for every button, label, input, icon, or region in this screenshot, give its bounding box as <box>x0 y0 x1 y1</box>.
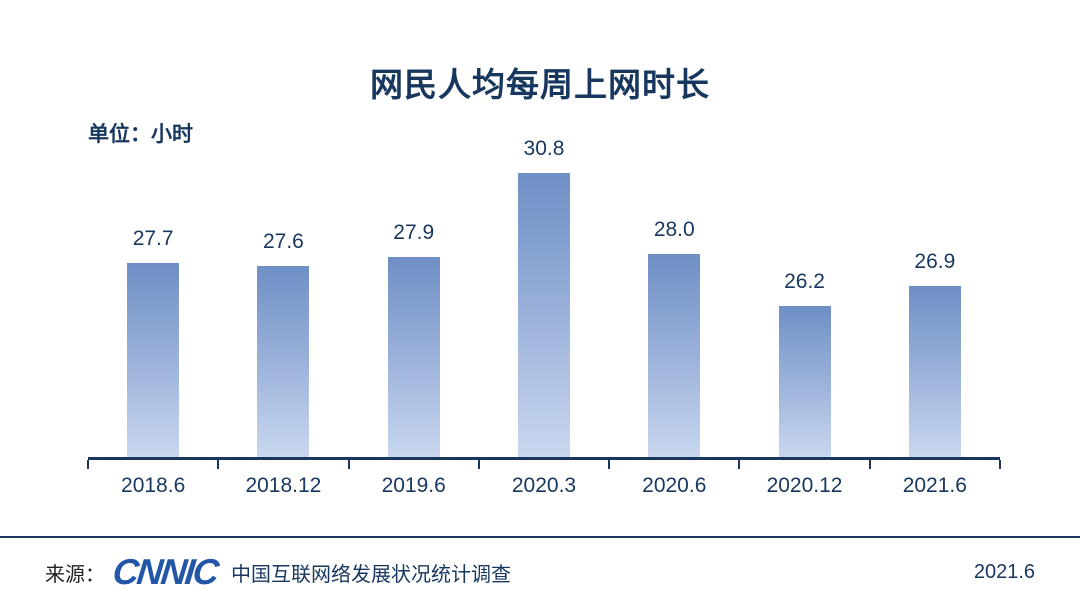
x-axis-label: 2020.3 <box>511 474 577 497</box>
bar <box>387 257 440 457</box>
bar-column: 30.8 <box>479 137 609 457</box>
x-axis <box>87 460 1001 469</box>
footer-divider <box>0 536 1080 538</box>
bar <box>778 306 831 457</box>
chart-title: 网民人均每周上网时长 <box>370 66 710 103</box>
x-axis-label: 2020.12 <box>766 474 843 497</box>
axis-tick <box>217 460 220 469</box>
bar-value-label: 26.2 <box>784 270 825 293</box>
x-axis-label: 2020.6 <box>642 474 707 497</box>
bar <box>648 254 701 457</box>
bar-value-label: 26.9 <box>914 250 956 273</box>
source-description: 中国互联网络发展状况统计调查 <box>231 563 511 586</box>
bar-chart: 27.7 27.6 27.9 30.8 28.0 26.2 26.9 2018.6 2018.… <box>87 137 1001 498</box>
report-date: 2021.6 <box>973 560 1035 583</box>
footer: 来源： CNNIC 中国互联网络发展状况统计调查 2021.6 <box>45 548 1035 596</box>
bar <box>257 266 310 457</box>
unit-label: 单位：小时 <box>88 123 193 146</box>
source-prefix-label: 来源： <box>45 563 105 586</box>
axis-tick <box>477 460 480 469</box>
bar-value-label: 27.7 <box>132 227 174 250</box>
bar <box>517 173 570 457</box>
bar-value-label: 27.6 <box>262 230 304 253</box>
bar-column: 26.2 <box>739 270 869 457</box>
axis-tick <box>347 460 350 469</box>
bar <box>127 263 180 457</box>
axis-tick <box>87 460 89 469</box>
axis-tick <box>608 460 611 469</box>
x-axis-label: 2021.6 <box>902 474 967 497</box>
bar-column: 27.9 <box>349 221 479 457</box>
bar-column: 28.0 <box>609 218 739 457</box>
axis-tick <box>868 460 871 469</box>
cnnic-logo: CNNIC <box>110 551 220 592</box>
x-axis-labels: 2018.6 2018.12 2019.6 2020.3 2020.6 2020.12 20… <box>88 474 1000 498</box>
x-axis-label: 2019.6 <box>381 474 446 497</box>
axis-tick <box>999 460 1001 469</box>
bar-column: 27.6 <box>218 230 348 457</box>
x-axis-label: 2018.6 <box>121 474 186 497</box>
bar-column: 26.9 <box>870 250 1000 457</box>
bar <box>908 286 961 457</box>
bar-value-label: 28.0 <box>653 218 695 241</box>
bar-column: 27.7 <box>88 227 218 457</box>
plot-area: 27.7 27.6 27.9 30.8 28.0 26.2 26.9 <box>88 137 1000 460</box>
bar-value-label: 30.8 <box>523 137 565 160</box>
axis-tick <box>738 460 741 469</box>
x-axis-label: 2018.12 <box>245 474 322 497</box>
bar-value-label: 27.9 <box>393 221 435 244</box>
